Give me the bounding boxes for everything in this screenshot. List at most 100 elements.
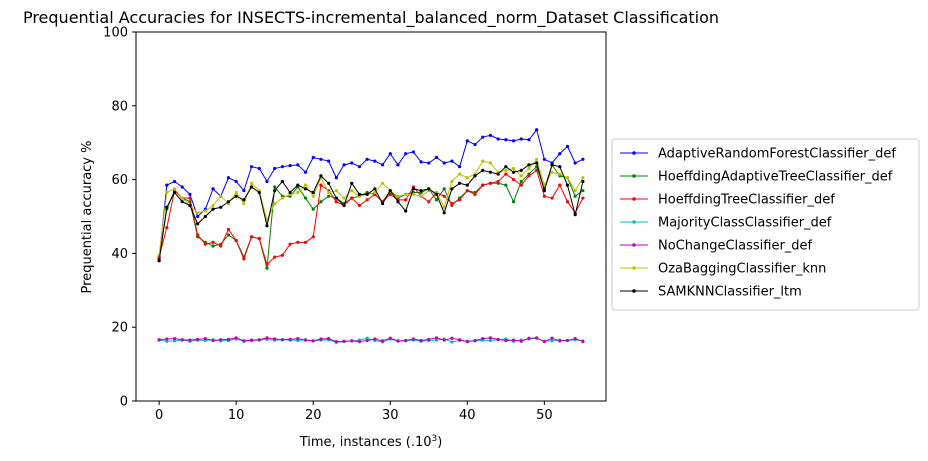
data-point bbox=[450, 179, 454, 184]
data-point bbox=[249, 185, 254, 189]
data-point bbox=[419, 189, 423, 193]
data-point bbox=[296, 240, 300, 244]
x-tick-label: 0 bbox=[155, 408, 163, 423]
data-point bbox=[265, 179, 269, 184]
data-point bbox=[234, 194, 238, 198]
data-point bbox=[242, 257, 246, 261]
data-point bbox=[450, 336, 454, 340]
data-point bbox=[558, 172, 562, 176]
data-point bbox=[481, 135, 485, 139]
data-point bbox=[581, 176, 585, 180]
legend-swatch-marker bbox=[632, 151, 636, 155]
data-point bbox=[203, 242, 207, 246]
data-point bbox=[573, 189, 577, 193]
legend-item: HoeffdingTreeClassifier_def bbox=[620, 193, 835, 208]
data-point bbox=[303, 196, 308, 200]
data-point bbox=[273, 337, 277, 341]
data-point bbox=[380, 181, 385, 185]
data-point bbox=[303, 170, 308, 174]
data-point bbox=[511, 200, 516, 204]
data-point bbox=[196, 233, 200, 237]
data-point bbox=[388, 192, 392, 196]
data-point bbox=[427, 200, 431, 204]
data-point bbox=[465, 189, 469, 193]
data-point bbox=[242, 339, 246, 343]
data-point bbox=[419, 338, 423, 343]
data-point bbox=[319, 183, 323, 187]
data-point bbox=[396, 163, 400, 167]
data-point bbox=[188, 203, 192, 208]
y-tick-label: 0 bbox=[120, 395, 128, 410]
x-tick-label: 30 bbox=[382, 408, 399, 423]
data-point bbox=[203, 214, 207, 219]
data-point bbox=[573, 161, 577, 165]
data-point bbox=[211, 240, 215, 244]
data-point bbox=[550, 336, 554, 340]
data-point bbox=[573, 337, 577, 341]
data-point bbox=[280, 253, 284, 257]
data-point bbox=[558, 183, 562, 187]
data-point bbox=[327, 190, 331, 195]
data-point bbox=[427, 187, 431, 191]
data-point bbox=[535, 336, 539, 340]
data-point bbox=[165, 225, 169, 230]
data-point bbox=[581, 189, 585, 193]
data-point bbox=[527, 163, 531, 167]
data-point bbox=[488, 133, 493, 137]
series-SAMKNNClassifier_ltm bbox=[157, 161, 585, 263]
data-point bbox=[219, 244, 223, 248]
data-point bbox=[550, 339, 554, 343]
data-point bbox=[249, 181, 254, 185]
data-point bbox=[442, 205, 446, 209]
data-point bbox=[219, 205, 223, 209]
legend-item: OzaBaggingClassifier_knn bbox=[620, 262, 826, 277]
data-point bbox=[380, 163, 385, 167]
data-point bbox=[172, 339, 177, 343]
data-point bbox=[388, 152, 392, 156]
data-point bbox=[458, 181, 462, 185]
data-point bbox=[442, 338, 446, 342]
data-point bbox=[565, 338, 570, 343]
data-point bbox=[542, 194, 546, 198]
data-point bbox=[249, 165, 254, 169]
data-point bbox=[519, 179, 523, 184]
x-tick-label: 20 bbox=[305, 408, 322, 423]
legend: AdaptiveRandomForestClassifier_def Hoeffd… bbox=[611, 138, 920, 311]
data-point bbox=[442, 211, 446, 215]
data-point bbox=[365, 338, 369, 343]
data-point bbox=[334, 189, 338, 193]
data-point bbox=[219, 194, 223, 198]
data-point bbox=[565, 183, 570, 187]
data-point bbox=[519, 168, 523, 172]
data-point bbox=[558, 152, 562, 156]
data-point bbox=[226, 337, 231, 341]
legend-swatch-marker bbox=[632, 220, 636, 224]
data-point bbox=[411, 187, 415, 191]
data-point bbox=[442, 194, 446, 198]
data-point bbox=[296, 190, 300, 195]
data-point bbox=[434, 192, 439, 196]
data-point bbox=[319, 157, 323, 161]
data-point bbox=[303, 183, 308, 187]
data-point bbox=[327, 194, 331, 198]
data-point bbox=[226, 233, 231, 237]
data-point bbox=[504, 165, 508, 169]
data-point bbox=[288, 190, 292, 195]
data-point bbox=[434, 198, 439, 202]
data-point bbox=[488, 181, 493, 185]
data-point bbox=[172, 179, 177, 184]
data-point bbox=[511, 139, 516, 143]
data-point bbox=[473, 192, 477, 196]
data-point bbox=[242, 189, 246, 193]
data-point bbox=[342, 196, 346, 200]
series-AdaptiveRandomForestClassifier_def bbox=[157, 128, 585, 261]
data-point bbox=[288, 242, 292, 246]
data-point bbox=[172, 190, 177, 195]
data-point bbox=[303, 338, 308, 342]
data-point bbox=[388, 336, 392, 340]
data-point bbox=[450, 340, 454, 344]
data-point bbox=[157, 259, 161, 263]
data-point bbox=[465, 339, 469, 344]
data-point bbox=[581, 196, 585, 200]
data-point bbox=[473, 174, 477, 178]
